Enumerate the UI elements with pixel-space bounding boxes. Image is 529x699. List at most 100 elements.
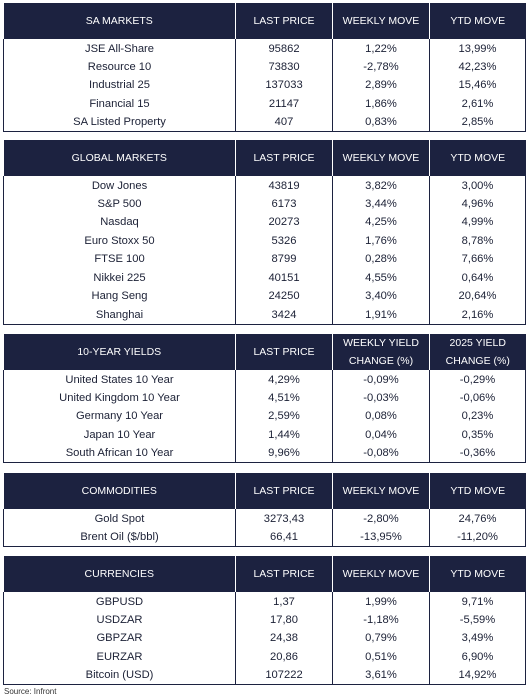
name-cell: S&P 500 [3, 194, 236, 213]
name-cell: Bitcoin (USD) [3, 666, 236, 685]
ytd-move-cell: 2,16% [429, 305, 526, 325]
ytd-move-cell: -5,59% [429, 610, 526, 629]
ytd-move-cell: 4,96% [429, 194, 526, 213]
header-last-price: LAST PRICE [235, 556, 333, 592]
last-price-cell: 3273,43 [235, 509, 333, 528]
header-weekly-move: WEEKLY MOVE [332, 140, 430, 176]
table-row: Japan 10 Year 1,44% 0,04% 0,35% [3, 425, 526, 444]
name-cell: SA Listed Property [3, 113, 236, 132]
weekly-move-cell: -13,95% [332, 527, 430, 547]
last-price-cell: 4,51% [235, 388, 333, 407]
weekly-move-cell: -2,80% [332, 509, 430, 528]
ytd-move-cell: 4,99% [429, 213, 526, 232]
last-price-cell: 24250 [235, 287, 333, 306]
name-cell: Brent Oil ($/bbl) [3, 527, 236, 547]
ytd-move-cell: 6,90% [429, 647, 526, 666]
name-cell: Nikkei 225 [3, 268, 236, 287]
last-price-cell: 20,86 [235, 647, 333, 666]
weekly-move-cell: 4,55% [332, 268, 430, 287]
name-cell: EURZAR [3, 647, 236, 666]
weekly-move-cell: 3,82% [332, 176, 430, 195]
table-row: SA Listed Property 407 0,83% 2,85% [3, 113, 526, 132]
header-weekly-yield-line1: WEEKLY YIELD [343, 336, 419, 349]
name-cell: Germany 10 Year [3, 407, 236, 426]
weekly-move-cell: 1,91% [332, 305, 430, 325]
weekly-move-cell: 0,04% [332, 425, 430, 444]
sa-markets-rows: JSE All-Share 95862 1,22% 13,99% Resource 10… [3, 39, 526, 132]
header-currencies: CURRENCIES [3, 556, 236, 592]
ytd-move-cell: 20,64% [429, 287, 526, 306]
name-cell: Industrial 25 [3, 76, 236, 95]
ytd-move-cell: 0,64% [429, 268, 526, 287]
table-row: USDZAR 17,80 -1,18% -5,59% [3, 610, 526, 629]
header-last-price: LAST PRICE [235, 3, 333, 39]
ytd-move-cell: -0,06% [429, 388, 526, 407]
last-price-cell: 2,59% [235, 407, 333, 426]
last-price-cell: 9,96% [235, 444, 333, 463]
last-price-cell: 8799 [235, 250, 333, 269]
last-price-cell: 40151 [235, 268, 333, 287]
name-cell: Financial 15 [3, 94, 236, 113]
ytd-move-cell: -11,20% [429, 527, 526, 547]
table-row: GBPZAR 24,38 0,79% 3,49% [3, 629, 526, 648]
ytd-move-cell: 2,85% [429, 113, 526, 132]
weekly-move-cell: 1,76% [332, 231, 430, 250]
table-row: Shanghai 3424 1,91% 2,16% [3, 305, 526, 325]
weekly-move-cell: 1,86% [332, 94, 430, 113]
table-row: Industrial 25 137033 2,89% 15,46% [3, 76, 526, 95]
header-weekly-yield-line2: CHANGE (%) [348, 354, 414, 367]
last-price-cell: 137033 [235, 76, 333, 95]
name-cell: Japan 10 Year [3, 425, 236, 444]
last-price-cell: 107222 [235, 666, 333, 685]
weekly-move-cell: -0,03% [332, 388, 430, 407]
header-last-price: LAST PRICE [235, 473, 333, 509]
name-cell: Shanghai [3, 305, 236, 325]
last-price-cell: 43819 [235, 176, 333, 195]
name-cell: Resource 10 [3, 57, 236, 76]
weekly-move-cell: 3,40% [332, 287, 430, 306]
last-price-cell: 5326 [235, 231, 333, 250]
table-row: Nasdaq 20273 4,25% 4,99% [3, 213, 526, 232]
header-last-price: LAST PRICE [235, 140, 333, 176]
weekly-move-cell: -0,08% [332, 444, 430, 463]
ytd-move-cell: 0,35% [429, 425, 526, 444]
source-note: Source: Infront [4, 687, 57, 696]
last-price-cell: 407 [235, 113, 333, 132]
ytd-move-cell: 42,23% [429, 57, 526, 76]
ytd-move-cell: 9,71% [429, 592, 526, 611]
weekly-move-cell: 2,89% [332, 76, 430, 95]
weekly-move-cell: 3,61% [332, 666, 430, 685]
global-markets-rows: Dow Jones 43819 3,82% 3,00% S&P 500 6173 3,44%… [3, 176, 526, 325]
last-price-cell: 6173 [235, 194, 333, 213]
name-cell: GBPZAR [3, 629, 236, 648]
name-cell: USDZAR [3, 610, 236, 629]
table-row: EURZAR 20,86 0,51% 6,90% [3, 647, 526, 666]
name-cell: United Kingdom 10 Year [3, 388, 236, 407]
last-price-cell: 1,37 [235, 592, 333, 611]
table-row: Resource 10 73830 -2,78% 42,23% [3, 57, 526, 76]
header-sa-markets: SA MARKETS [3, 3, 236, 39]
weekly-move-cell: 0,83% [332, 113, 430, 132]
sa-markets-header: SA MARKETS LAST PRICE WEEKLY MOVE YTD MO… [3, 3, 526, 39]
name-cell: Nasdaq [3, 213, 236, 232]
currencies-rows: GBPUSD 1,37 1,99% 9,71% USDZAR 17,80 -1,18% -5,… [3, 592, 526, 685]
header-weekly-move: WEEKLY MOVE [332, 473, 430, 509]
table-row: FTSE 100 8799 0,28% 7,66% [3, 250, 526, 269]
header-ytd-move: YTD MOVE [429, 140, 526, 176]
weekly-move-cell: 4,25% [332, 213, 430, 232]
header-ytd-move: YTD MOVE [429, 556, 526, 592]
last-price-cell: 24,38 [235, 629, 333, 648]
ytd-move-cell: 14,92% [429, 666, 526, 685]
name-cell: Euro Stoxx 50 [3, 231, 236, 250]
table-row: Financial 15 21147 1,86% 2,61% [3, 94, 526, 113]
table-row: South African 10 Year 9,96% -0,08% -0,36% [3, 444, 526, 463]
last-price-cell: 17,80 [235, 610, 333, 629]
header-weekly-yield-change: WEEKLY YIELD CHANGE (%) [332, 334, 430, 370]
ytd-move-cell: 13,99% [429, 39, 526, 58]
last-price-cell: 21147 [235, 94, 333, 113]
weekly-move-cell: -2,78% [332, 57, 430, 76]
header-global-markets: GLOBAL MARKETS [3, 140, 236, 176]
weekly-move-cell: 0,51% [332, 647, 430, 666]
weekly-move-cell: -1,18% [332, 610, 430, 629]
header-commodities: COMMODITIES [3, 473, 236, 509]
